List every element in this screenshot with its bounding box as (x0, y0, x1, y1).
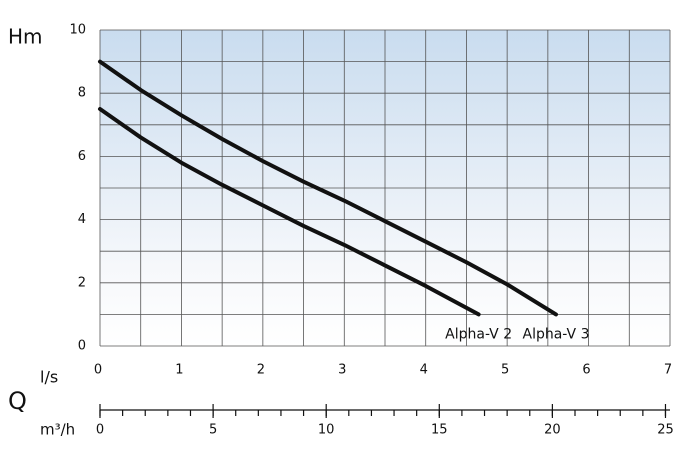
y-tick-label: 8 (78, 86, 86, 101)
x2-axis-label: m³/h (40, 421, 75, 439)
x2-axis-title: Q (8, 387, 27, 415)
y-tick-label: 0 (78, 339, 86, 354)
y-tick-label: 6 (78, 149, 86, 164)
series-line (98, 59, 558, 317)
y-tick-label: 4 (78, 212, 86, 227)
series-label: Alpha-V 3 (523, 326, 590, 342)
x-tick-label: 5 (501, 363, 509, 378)
series-line (98, 107, 481, 317)
x2-tick-label: 0 (96, 423, 104, 438)
x-tick-label: 2 (257, 363, 265, 378)
x-axis-label: l/s (40, 368, 58, 387)
x2-tick-label: 5 (209, 423, 217, 438)
series-label: Alpha-V 2 (445, 326, 512, 342)
x2-tick-label: 10 (318, 423, 335, 438)
x-tick-label: 4 (420, 363, 428, 378)
x2-tick-label: 25 (657, 423, 674, 438)
y-tick-label: 2 (78, 275, 86, 290)
x-tick-label: 3 (338, 363, 346, 378)
x-tick-label: 0 (94, 363, 102, 378)
y-axis-label: Hm (8, 25, 43, 49)
x-tick-label: 7 (664, 363, 672, 378)
x2-tick-label: 15 (431, 423, 448, 438)
x2-tick-label: 20 (544, 423, 561, 438)
x-tick-label: 1 (175, 363, 183, 378)
y-tick-label: 10 (69, 23, 86, 38)
x-tick-label: 6 (582, 363, 590, 378)
